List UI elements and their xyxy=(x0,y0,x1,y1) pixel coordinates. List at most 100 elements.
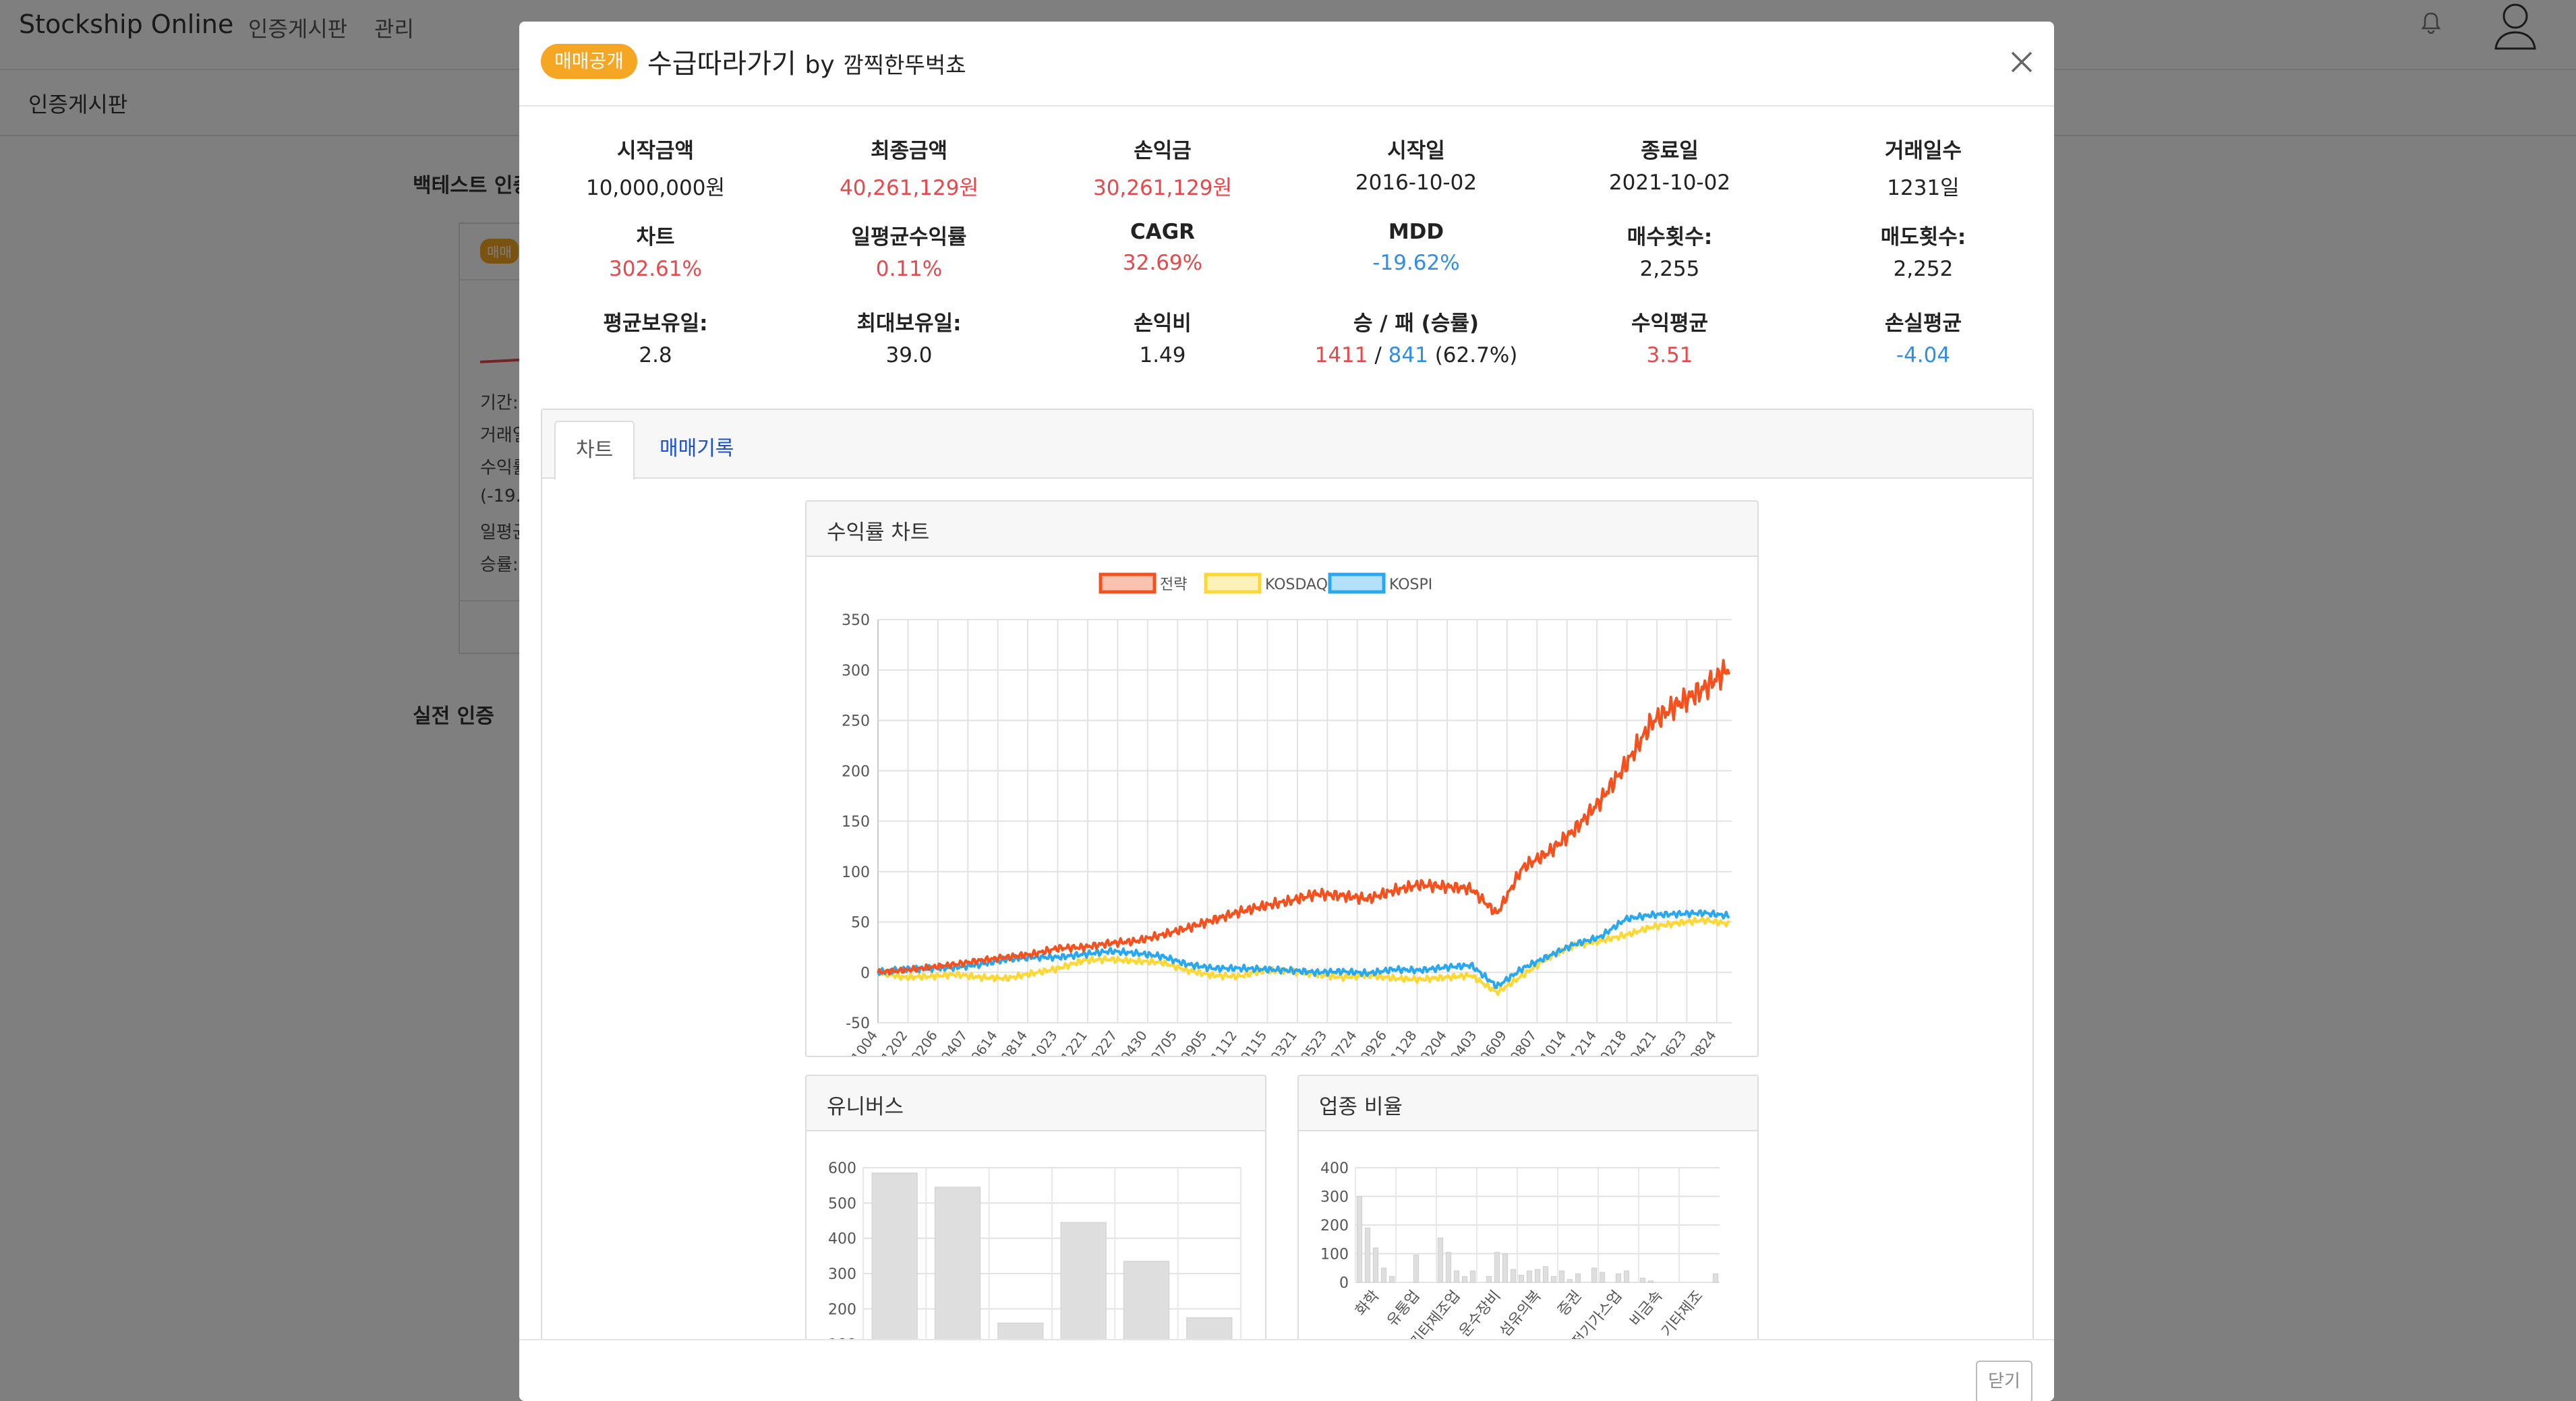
stat-item: 최대보유일: 39.0 xyxy=(782,306,1036,367)
by-label: by xyxy=(804,51,835,79)
stat-item: 일평균수익률 0.11% xyxy=(782,220,1036,281)
bar xyxy=(1380,1268,1387,1283)
bar xyxy=(1591,1268,1598,1283)
bar xyxy=(1623,1270,1630,1283)
stat-label: 손익비 xyxy=(1134,311,1192,336)
returns-chart-title: 수익률 차트 xyxy=(827,520,930,545)
stat-item: 평균보유일: 2.8 xyxy=(529,306,782,367)
tab-panel: 차트 매매기록 수익률 차트 350300250200150100500-502… xyxy=(541,409,2034,1401)
bar xyxy=(1518,1274,1525,1283)
stat-label: 차트 xyxy=(636,225,675,249)
winloss-wins: 1411 xyxy=(1314,343,1368,367)
x-tick-label: 기타제조 xyxy=(1658,1288,1706,1340)
bar xyxy=(1510,1269,1517,1283)
stat-label: 최종금액 xyxy=(870,139,948,163)
stat-label: 거래일수 xyxy=(1884,139,1962,163)
winloss-losses: 841 xyxy=(1388,343,1428,367)
stat-label: 시작일 xyxy=(1387,139,1445,163)
y-tick-label: 300 xyxy=(842,663,870,680)
y-tick-label: 300 xyxy=(828,1266,856,1283)
x-tick-label: 섬유의복 xyxy=(1496,1288,1544,1340)
stat-label: 매수횟수: xyxy=(1627,225,1713,249)
stat-item: CAGR 32.69% xyxy=(1036,220,1289,275)
y-tick-label: 0 xyxy=(860,965,870,982)
stat-item: 시작금액 10,000,000원 xyxy=(529,133,782,201)
bar xyxy=(1502,1253,1509,1283)
strategy-modal: 매매공개 수급따라가기 by 깜찍한뚜벅쵸 시작금액 10,000,000원 최종금… xyxy=(519,22,2054,1401)
bar xyxy=(1558,1270,1565,1283)
stat-item: 수익평균 3.51 xyxy=(1543,306,1796,367)
stat-item: 종료일 2021-10-02 xyxy=(1543,133,1796,195)
bar xyxy=(1575,1273,1581,1283)
close-button[interactable]: 닫기 xyxy=(1976,1361,2032,1401)
bar xyxy=(1647,1280,1654,1283)
y-tick-label: 100 xyxy=(842,864,870,881)
stat-value: 10,000,000원 xyxy=(585,176,725,200)
close-icon[interactable] xyxy=(2006,46,2038,78)
bar xyxy=(1615,1273,1622,1283)
stat-label: CAGR xyxy=(1130,220,1196,244)
stat-item: 손익금 30,261,129원 xyxy=(1036,133,1289,201)
legend-label: 전략 xyxy=(1160,576,1187,593)
series-line-전략 xyxy=(877,659,1730,976)
stat-item: 매수횟수: 2,255 xyxy=(1543,220,1796,281)
stat-item: 손익비 1.49 xyxy=(1036,306,1289,367)
stat-value: 30,261,129원 xyxy=(1092,176,1232,200)
bar xyxy=(1567,1279,1573,1283)
y-tick-label: 200 xyxy=(1320,1218,1349,1234)
modal-header: 매매공개 수급따라가기 by 깜찍한뚜벅쵸 xyxy=(519,22,2054,107)
x-tick-label: 유통업 xyxy=(1384,1288,1423,1330)
series-line-KOSPI xyxy=(877,909,1730,990)
tab-chart[interactable]: 차트 xyxy=(554,421,635,480)
stat-label: 최대보유일: xyxy=(856,311,962,336)
bar xyxy=(1461,1276,1468,1283)
bar xyxy=(1413,1255,1419,1283)
stat-value: 2,252 xyxy=(1893,257,1954,281)
stat-item: 승 / 패 (승률) 1411 / 841 (62.7%) xyxy=(1289,306,1543,367)
bar xyxy=(1712,1273,1719,1283)
bar xyxy=(1639,1278,1646,1283)
stat-item: 손실평균 -4.04 xyxy=(1796,306,2050,367)
x-tick-label: 화학 xyxy=(1352,1288,1382,1319)
legend-swatch xyxy=(1204,572,1262,594)
stat-value: 1411 / 841 (62.7%) xyxy=(1289,343,1543,367)
bar xyxy=(1372,1247,1379,1283)
stat-label: 수익평균 xyxy=(1631,311,1709,336)
winloss-sep: / xyxy=(1368,343,1388,367)
returns-line-chart: 350300250200150100500-502016100420161202… xyxy=(828,572,1732,1056)
stat-value: 0.11% xyxy=(875,257,943,281)
stat-label: 시작금액 xyxy=(616,139,695,163)
bar xyxy=(1599,1272,1606,1283)
winloss-rate: (62.7%) xyxy=(1428,343,1518,367)
bar xyxy=(1526,1270,1533,1283)
tab-bar: 차트 매매기록 xyxy=(542,410,2032,480)
sector-chart-title: 업종 비율 xyxy=(1319,1095,1403,1119)
bar xyxy=(1550,1276,1557,1283)
y-tick-label: 100 xyxy=(1320,1247,1349,1263)
legend-label: KOSDAQ xyxy=(1265,576,1328,593)
stat-value: 1.49 xyxy=(1139,343,1186,367)
x-tick-label: 운수장비 xyxy=(1456,1288,1504,1340)
bar xyxy=(1356,1196,1363,1283)
modal-title: 수급따라가기 by 깜찍한뚜벅쵸 xyxy=(647,42,966,81)
strategy-name: 수급따라가기 xyxy=(647,49,796,80)
bar xyxy=(1486,1276,1492,1283)
stat-value: 2,255 xyxy=(1639,257,1700,281)
public-trade-badge: 매매공개 xyxy=(541,44,638,79)
stat-value: 1231일 xyxy=(1887,176,1960,200)
stat-label: MDD xyxy=(1388,220,1444,244)
y-tick-label: 350 xyxy=(842,612,870,629)
modal-footer: 닫기 xyxy=(519,1339,2054,1401)
bar xyxy=(1534,1269,1541,1283)
bar xyxy=(1494,1251,1500,1283)
y-tick-label: 400 xyxy=(828,1231,856,1248)
tab-trade-history[interactable]: 매매기록 xyxy=(660,437,734,460)
stat-item: 매도횟수: 2,252 xyxy=(1796,220,2050,281)
bar xyxy=(1437,1237,1444,1283)
legend-swatch xyxy=(1099,572,1157,594)
stat-label: 승 / 패 (승률) xyxy=(1353,311,1480,336)
y-tick-label: -50 xyxy=(846,1015,870,1032)
bar xyxy=(1542,1266,1549,1283)
y-tick-label: 0 xyxy=(1339,1275,1349,1292)
y-tick-label: 50 xyxy=(851,915,870,932)
